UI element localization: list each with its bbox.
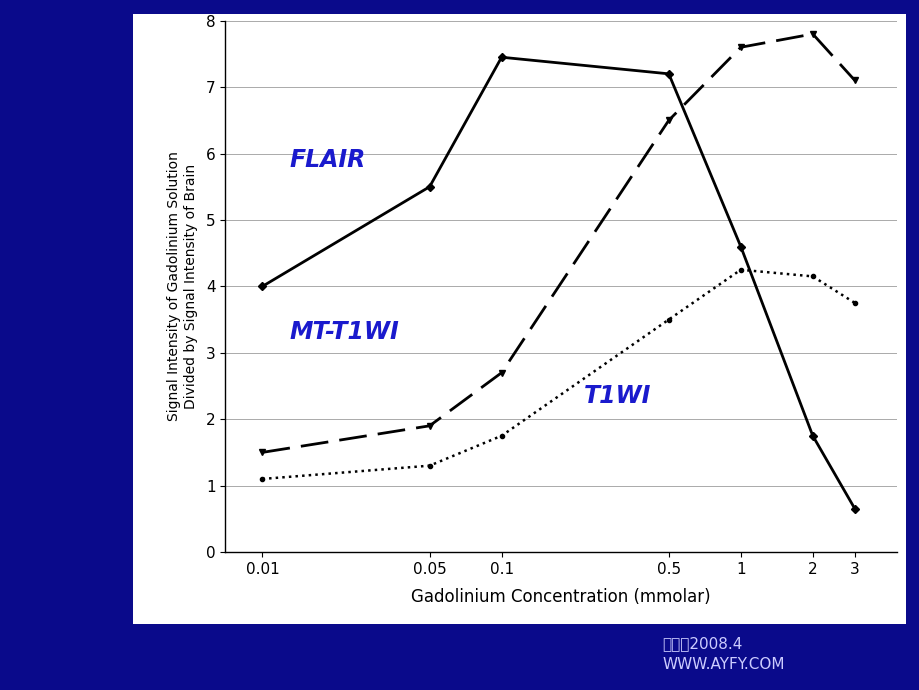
Y-axis label: Signal Intensity of Gadolinium Solution
Divided by Signal Intensity of Brain: Signal Intensity of Gadolinium Solution … xyxy=(167,151,198,422)
Text: MT-T1WI: MT-T1WI xyxy=(289,320,399,344)
Text: T1WI: T1WI xyxy=(583,384,650,408)
X-axis label: Gadolinium Concentration (mmolar): Gadolinium Concentration (mmolar) xyxy=(411,588,710,606)
Text: FLAIR: FLAIR xyxy=(289,148,366,172)
Text: 郑州，2008.4: 郑州，2008.4 xyxy=(662,637,742,651)
Text: WWW.AYFY.COM: WWW.AYFY.COM xyxy=(662,658,784,672)
